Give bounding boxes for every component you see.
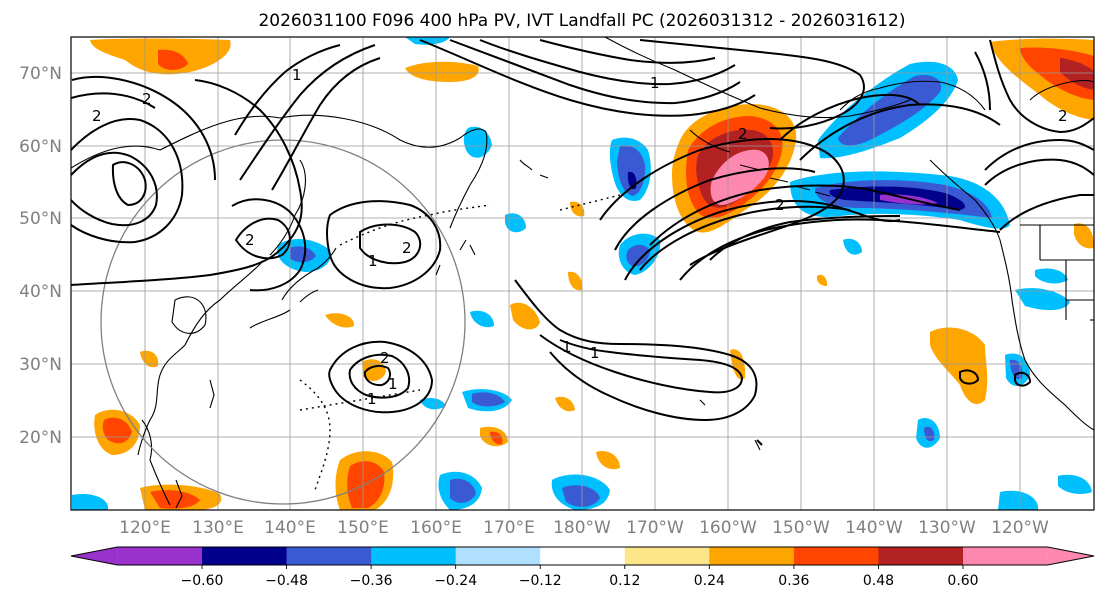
colorbar-tick-label: −0.12	[519, 573, 562, 589]
colorbar-tick-label: 0.60	[947, 573, 978, 589]
lat-label: 50°N	[19, 209, 62, 229]
svg-text:2: 2	[142, 90, 152, 108]
colorbar-cell	[793, 547, 879, 565]
colorbar: −0.60 −0.48 −0.36 −0.24 −0.12 0.12 0.24 0.36 0.4…	[70, 546, 1095, 589]
colorbar-tick-label: 0.36	[778, 573, 809, 589]
colorbar-cell	[455, 547, 541, 565]
pv-shading	[72, 37, 1094, 510]
svg-text:1: 1	[368, 252, 378, 270]
map-panel: 2 2 1 2 2 1 2 1 1 1 1 2 2 2 1 70°N 60°N …	[19, 36, 1095, 538]
svg-text:1: 1	[292, 66, 302, 84]
colorbar-cell	[709, 547, 795, 565]
lat-label: 60°N	[19, 137, 62, 157]
pv-anomaly-pos-30n	[362, 359, 386, 381]
svg-text:2: 2	[1058, 107, 1068, 125]
colorbar-extend-right	[1047, 547, 1094, 565]
svg-text:1: 1	[590, 344, 600, 362]
lon-label: 120°E	[119, 518, 171, 538]
svg-text:2: 2	[380, 349, 390, 367]
colorbar-frame	[70, 546, 1095, 566]
colorbar-cell	[878, 547, 964, 565]
lat-label: 20°N	[19, 428, 62, 448]
colorbar-cell	[202, 547, 288, 565]
colorbar-tick-label: −0.24	[434, 573, 477, 589]
lon-label: 150°E	[337, 518, 389, 538]
lon-label: 120°W	[991, 518, 1049, 538]
colorbar-tick-label: 0.12	[609, 573, 640, 589]
lat-label: 30°N	[19, 355, 62, 375]
colorbar-cell	[371, 547, 457, 565]
coastlines	[71, 37, 1094, 509]
svg-text:2: 2	[245, 231, 255, 249]
contour-labels: 2 2 1 2 2 1 2 1 1 1 1 2 2 2 1	[92, 66, 1068, 408]
lat-label: 70°N	[19, 64, 62, 84]
colorbar-tick-label: 0.24	[694, 573, 725, 589]
colorbar-tick-label: −0.48	[265, 573, 308, 589]
lon-label: 140°E	[264, 518, 316, 538]
svg-text:2: 2	[775, 196, 785, 214]
lon-label: 160°E	[410, 518, 462, 538]
colorbar-cells	[71, 547, 1094, 565]
colorbar-cell	[963, 547, 1048, 565]
lon-label: 160°W	[699, 518, 757, 538]
map-frame	[70, 36, 1095, 511]
svg-text:1: 1	[650, 74, 660, 92]
lon-label: 180°W	[553, 518, 611, 538]
latitude-labels: 70°N 60°N 50°N 40°N 30°N 20°N	[19, 64, 62, 448]
figure-title: 2026031100 F096 400 hPa PV, IVT Landfall…	[258, 11, 905, 31]
lon-label: 130°E	[192, 518, 244, 538]
lon-label: 130°W	[918, 518, 976, 538]
lon-label: 170°W	[626, 518, 684, 538]
colorbar-ticks: −0.60 −0.48 −0.36 −0.24 −0.12 0.12 0.24 0.36 0.4…	[181, 565, 979, 589]
colorbar-cell	[540, 547, 626, 565]
colorbar-cell	[117, 547, 202, 565]
svg-text:1: 1	[388, 375, 398, 393]
colorbar-tick-label: −0.60	[181, 573, 224, 589]
svg-text:2: 2	[402, 239, 412, 257]
lon-label: 150°W	[772, 518, 830, 538]
svg-text:1: 1	[562, 338, 572, 356]
svg-text:1: 1	[367, 390, 377, 408]
colorbar-tick-label: 0.48	[863, 573, 894, 589]
lon-label: 140°W	[845, 518, 903, 538]
longitude-labels: 120°E 130°E 140°E 150°E 160°E 170°E 180°…	[119, 518, 1049, 538]
lat-label: 40°N	[19, 282, 62, 302]
colorbar-outline	[70, 546, 1095, 566]
svg-text:2: 2	[92, 107, 102, 125]
colorbar-tick-label: −0.36	[350, 573, 393, 589]
colorbar-cell	[286, 547, 372, 565]
colorbar-extend-left	[71, 547, 118, 565]
colorbar-cell	[624, 547, 710, 565]
island-dots	[299, 194, 621, 491]
lon-label: 170°E	[483, 518, 535, 538]
svg-text:2: 2	[738, 125, 748, 143]
pv-contours	[71, 39, 1094, 446]
